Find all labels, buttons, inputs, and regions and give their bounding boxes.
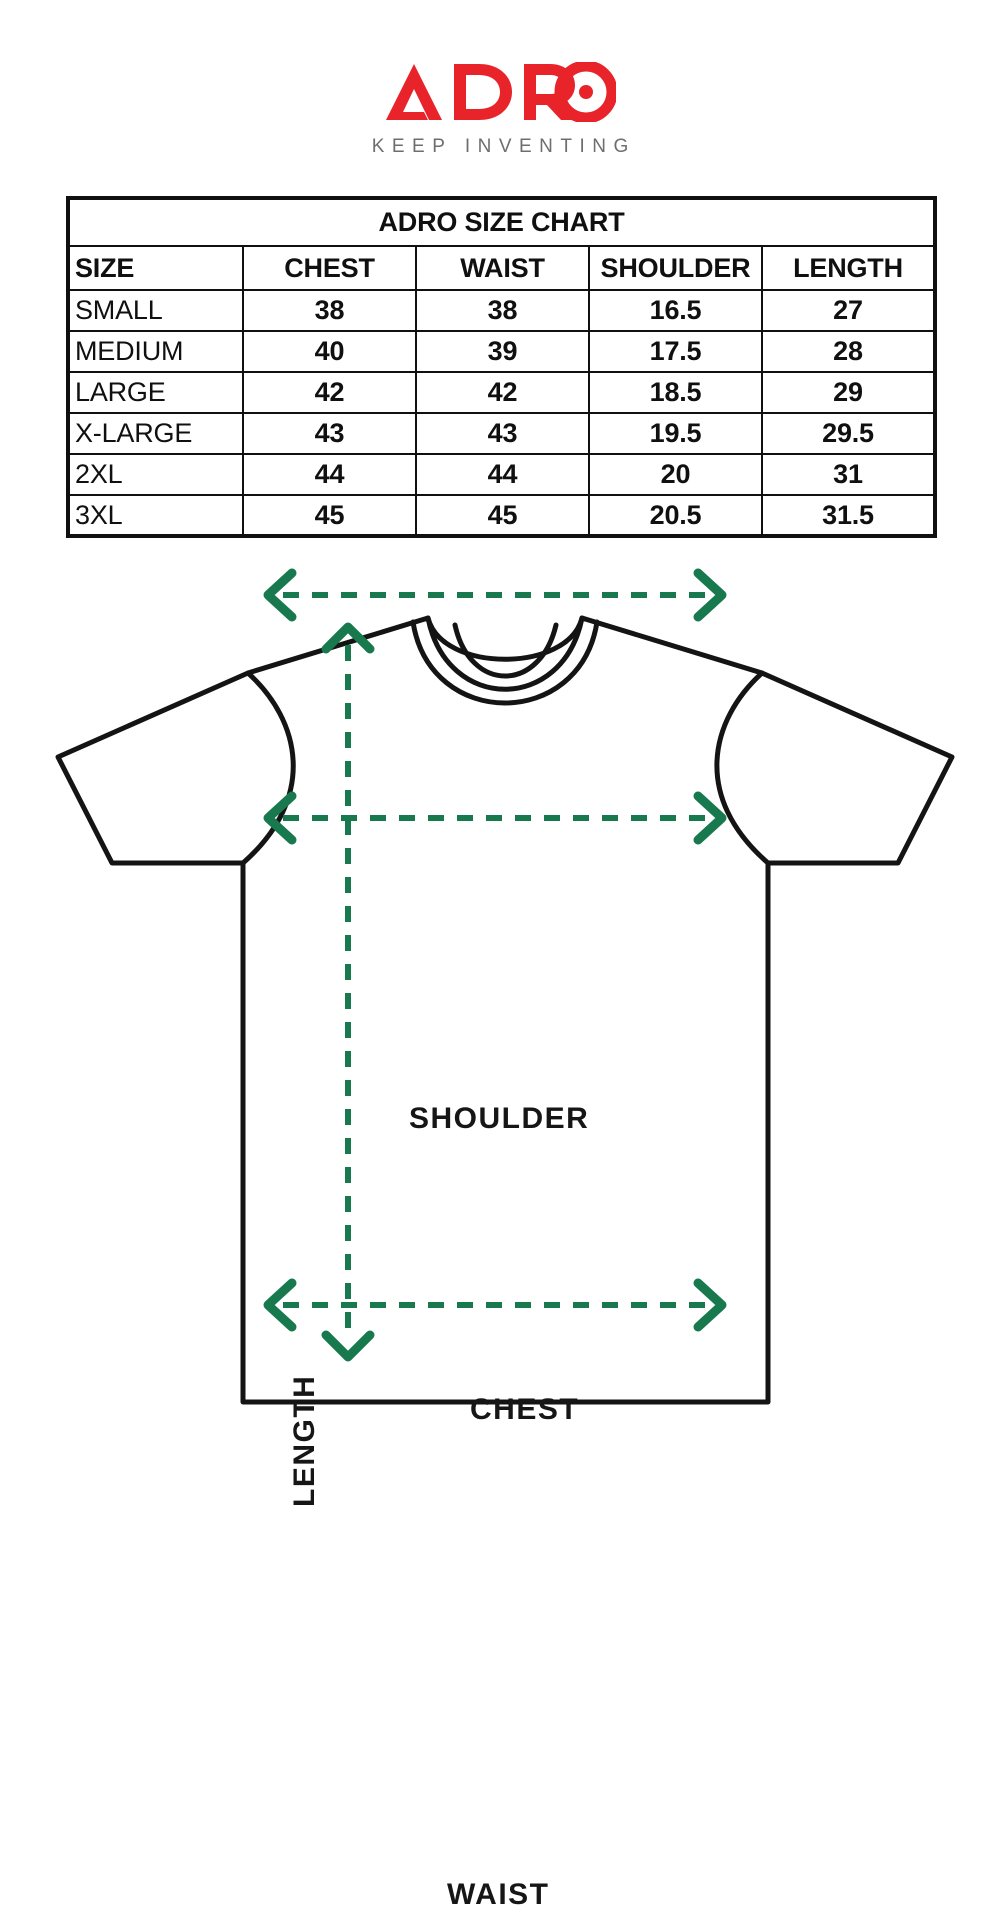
cell-waist: 44 bbox=[415, 453, 590, 496]
tshirt-outline-icon bbox=[55, 615, 955, 1405]
shoulder-measure-label: SHOULDER bbox=[409, 1102, 590, 1135]
table-row: MEDIUM 40 39 17.5 28 bbox=[68, 330, 935, 373]
shoulder-arrow-left bbox=[263, 568, 297, 622]
cell-length: 29.5 bbox=[761, 412, 935, 455]
cell-length: 27 bbox=[761, 289, 935, 332]
cell-chest: 44 bbox=[242, 453, 417, 496]
cell-shoulder: 20 bbox=[588, 453, 763, 496]
size-chart-container: ADRO SIZE CHART SIZE CHEST WAIST SHOULDE… bbox=[66, 196, 937, 538]
cell-shoulder: 20.5 bbox=[588, 494, 763, 536]
size-chart-table: ADRO SIZE CHART SIZE CHEST WAIST SHOULDE… bbox=[66, 196, 937, 538]
brand-logo-block: KEEP INVENTING bbox=[0, 60, 1000, 158]
waist-arrow-right bbox=[693, 1278, 727, 1332]
tshirt-measurement-diagram: SHOULDER CHEST LENGTH WAIST bbox=[0, 545, 1000, 1911]
cell-size: MEDIUM bbox=[68, 330, 244, 373]
chest-arrow-right bbox=[693, 791, 727, 845]
shoulder-arrow-right bbox=[693, 568, 727, 622]
length-measure-label: LENGTH bbox=[288, 1374, 321, 1507]
cell-chest: 40 bbox=[242, 330, 417, 373]
cell-shoulder: 19.5 bbox=[588, 412, 763, 455]
cell-waist: 38 bbox=[415, 289, 590, 332]
cell-size: 3XL bbox=[68, 494, 244, 536]
cell-chest: 45 bbox=[242, 494, 417, 536]
cell-length: 28 bbox=[761, 330, 935, 373]
chest-measure-label: CHEST bbox=[470, 1393, 580, 1426]
brand-tagline: KEEP INVENTING bbox=[371, 136, 636, 157]
cell-size: 2XL bbox=[68, 453, 244, 496]
cell-length: 31.5 bbox=[761, 494, 935, 536]
waist-arrow-left bbox=[263, 1278, 297, 1332]
column-header-shoulder: SHOULDER bbox=[588, 245, 763, 291]
cell-size: LARGE bbox=[68, 371, 244, 414]
collar-icon bbox=[410, 615, 600, 706]
cell-size: X-LARGE bbox=[68, 412, 244, 455]
column-header-length: LENGTH bbox=[761, 245, 935, 291]
adro-target-logo bbox=[384, 60, 618, 124]
cell-length: 31 bbox=[761, 453, 935, 496]
column-header-chest: CHEST bbox=[242, 245, 417, 291]
table-row: LARGE 42 42 18.5 29 bbox=[68, 371, 935, 414]
cell-shoulder: 18.5 bbox=[588, 371, 763, 414]
cell-chest: 43 bbox=[242, 412, 417, 455]
cell-chest: 38 bbox=[242, 289, 417, 332]
waist-measure-label: WAIST bbox=[447, 1878, 550, 1911]
column-header-size: SIZE bbox=[68, 245, 244, 291]
measurement-arrowheads bbox=[263, 568, 727, 1362]
table-row: 2XL 44 44 20 31 bbox=[68, 453, 935, 496]
length-arrow-bottom bbox=[321, 1330, 375, 1362]
cell-shoulder: 16.5 bbox=[588, 289, 763, 332]
column-header-row: SIZE CHEST WAIST SHOULDER LENGTH bbox=[68, 245, 935, 291]
cell-waist: 42 bbox=[415, 371, 590, 414]
column-header-waist: WAIST bbox=[415, 245, 590, 291]
cell-waist: 45 bbox=[415, 494, 590, 536]
chart-title: ADRO SIZE CHART bbox=[68, 198, 935, 247]
cell-waist: 39 bbox=[415, 330, 590, 373]
measurement-guides bbox=[283, 592, 707, 1340]
table-row: SMALL 38 38 16.5 27 bbox=[68, 289, 935, 332]
chart-title-row: ADRO SIZE CHART bbox=[68, 198, 935, 247]
table-row: X-LARGE 43 43 19.5 29.5 bbox=[68, 412, 935, 455]
cell-length: 29 bbox=[761, 371, 935, 414]
cell-shoulder: 17.5 bbox=[588, 330, 763, 373]
length-arrow-top bbox=[321, 622, 375, 654]
cell-chest: 42 bbox=[242, 371, 417, 414]
table-row: 3XL 45 45 20.5 31.5 bbox=[68, 494, 935, 536]
cell-waist: 43 bbox=[415, 412, 590, 455]
cell-size: SMALL bbox=[68, 289, 244, 332]
chest-arrow-left bbox=[263, 791, 297, 845]
